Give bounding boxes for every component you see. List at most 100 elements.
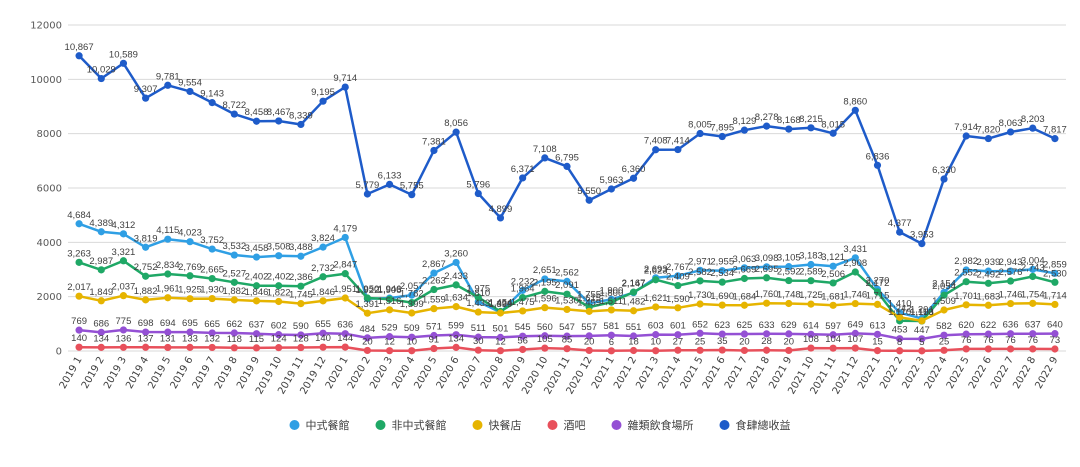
data-label: 134 <box>448 333 464 344</box>
data-point <box>75 220 82 227</box>
data-point <box>497 214 504 221</box>
data-label: 2,562 <box>555 267 579 278</box>
data-point <box>541 345 548 352</box>
data-point <box>408 191 415 198</box>
data-point <box>652 303 659 310</box>
data-label: 5,550 <box>577 186 601 197</box>
legend-label: 快餐店 <box>489 418 522 432</box>
data-point <box>630 307 637 314</box>
data-label: 484 <box>359 324 375 335</box>
data-point <box>563 306 570 313</box>
data-label: 20 <box>783 336 794 347</box>
data-label: 2,492 <box>976 269 1000 280</box>
data-label: 623 <box>714 320 730 331</box>
data-label: 453 <box>892 325 908 336</box>
y-tick-label: 12000 <box>30 21 62 32</box>
data-label: 1,925 <box>178 285 202 296</box>
data-label: 107 <box>847 334 863 345</box>
data-point <box>142 244 149 251</box>
data-point <box>164 236 171 243</box>
data-point <box>209 245 216 252</box>
legend-label: 非中式餐館 <box>392 418 447 432</box>
data-label: 2,172 <box>866 278 890 289</box>
data-label: 1,683 <box>976 291 1000 302</box>
data-point <box>785 277 792 284</box>
data-label: 2,732 <box>311 263 335 274</box>
data-point <box>807 277 814 284</box>
data-label: 8 <box>897 337 902 348</box>
data-label: 1,459 <box>577 297 601 308</box>
data-point <box>453 129 460 136</box>
data-label: 686 <box>93 318 109 329</box>
data-point <box>164 294 171 301</box>
data-label: 137 <box>138 333 154 344</box>
data-point <box>608 185 615 192</box>
data-point <box>519 346 526 353</box>
data-label: 6,371 <box>511 164 535 175</box>
data-point <box>674 146 681 153</box>
data-label: 3,824 <box>311 233 335 244</box>
data-label: 4,377 <box>888 218 912 229</box>
data-label: 1,690 <box>710 291 734 302</box>
data-label: 581 <box>603 321 619 332</box>
data-label: 2,576 <box>999 267 1023 278</box>
data-point <box>1029 300 1036 307</box>
data-label: 85 <box>562 335 573 346</box>
y-axis-tick-labels: 0 2000 4000 6000 8000 10000 12000 <box>30 21 62 358</box>
data-label: 134 <box>93 333 109 344</box>
data-label: 8,005 <box>688 120 712 131</box>
data-label: 2,982 <box>954 256 978 267</box>
data-label: 571 <box>426 321 442 332</box>
data-label: 8,063 <box>999 118 1023 129</box>
data-label: 30 <box>473 336 484 347</box>
legend-marker <box>612 420 622 430</box>
data-label: 76 <box>1005 335 1016 346</box>
data-label: 4,899 <box>489 204 513 215</box>
data-label: 76 <box>961 335 972 346</box>
data-label: 12 <box>384 337 395 348</box>
data-label: 2,534 <box>710 268 734 279</box>
data-label: 1,782 <box>400 289 424 300</box>
data-point <box>1029 345 1036 352</box>
data-point <box>985 135 992 142</box>
data-label: 118 <box>227 334 242 345</box>
data-point <box>120 344 127 351</box>
data-point <box>696 277 703 284</box>
data-label: 1,590 <box>666 294 690 305</box>
data-label: 1,621 <box>644 293 668 304</box>
data-label: 1,975 <box>466 283 490 294</box>
data-point <box>120 230 127 237</box>
data-label: 695 <box>182 318 198 329</box>
data-label: 6,360 <box>622 164 646 175</box>
data-point <box>342 84 349 91</box>
data-point <box>186 344 193 351</box>
data-point <box>874 347 881 354</box>
legend-marker <box>720 420 730 430</box>
data-point <box>586 308 593 315</box>
data-label: 5 <box>919 337 924 348</box>
data-label: 649 <box>847 319 863 330</box>
data-label: 1,882 <box>134 286 158 297</box>
data-label: 2,623 <box>644 266 668 277</box>
data-point <box>186 88 193 95</box>
data-point <box>785 126 792 133</box>
data-label: 447 <box>914 325 930 336</box>
data-label: 20 <box>739 336 750 347</box>
data-label: 7,381 <box>422 136 446 147</box>
data-label: 547 <box>559 322 575 333</box>
data-label: 8,339 <box>289 110 313 121</box>
data-point <box>696 347 703 354</box>
data-point <box>253 253 260 260</box>
data-point <box>430 305 437 312</box>
data-label: 6,836 <box>866 151 890 162</box>
data-point <box>763 123 770 130</box>
data-point <box>586 347 593 354</box>
data-label: 131 <box>160 333 176 344</box>
data-label: 7,817 <box>1043 125 1067 136</box>
data-point <box>940 175 947 182</box>
data-label: 4,023 <box>178 228 202 239</box>
data-label: 1,242 <box>888 303 912 314</box>
data-point <box>142 273 149 280</box>
data-point <box>186 238 193 245</box>
data-label: 2,530 <box>1043 268 1067 279</box>
